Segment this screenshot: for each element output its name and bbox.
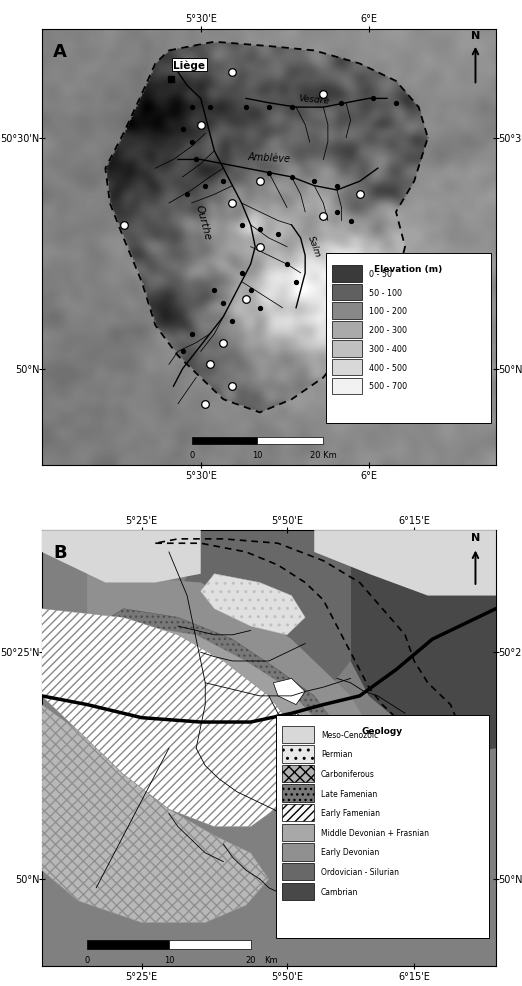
Text: Amblève: Amblève xyxy=(247,152,291,165)
Text: 6°15'E: 6°15'E xyxy=(398,516,430,526)
Bar xyxy=(282,765,314,783)
Text: 5°50'E: 5°50'E xyxy=(271,971,303,981)
Text: Late Famenian: Late Famenian xyxy=(321,789,377,798)
Text: 20: 20 xyxy=(245,955,256,964)
Bar xyxy=(333,265,362,282)
Text: 5°25'E: 5°25'E xyxy=(126,516,158,526)
Bar xyxy=(333,284,362,301)
FancyBboxPatch shape xyxy=(326,254,491,424)
Text: 0 - 50: 0 - 50 xyxy=(369,269,392,278)
Text: 50°25'N: 50°25'N xyxy=(498,648,522,658)
Text: 500 - 700: 500 - 700 xyxy=(369,382,407,390)
Polygon shape xyxy=(96,609,351,801)
Polygon shape xyxy=(87,574,369,813)
Text: Permian: Permian xyxy=(321,749,352,758)
Text: 0: 0 xyxy=(85,955,90,964)
Text: 50°N: 50°N xyxy=(498,875,522,884)
Text: 6°E: 6°E xyxy=(360,470,377,480)
Text: 5°30'E: 5°30'E xyxy=(185,470,217,480)
Text: 50°N: 50°N xyxy=(15,875,40,884)
Text: 10: 10 xyxy=(164,955,174,964)
Text: Early Famenian: Early Famenian xyxy=(321,809,380,817)
Text: 20 Km: 20 Km xyxy=(310,451,337,459)
Bar xyxy=(282,824,314,841)
Bar xyxy=(333,378,362,394)
Text: B: B xyxy=(53,543,67,562)
Text: 200 - 300: 200 - 300 xyxy=(369,325,407,334)
Text: Ourthe: Ourthe xyxy=(194,203,212,241)
Bar xyxy=(333,303,362,319)
Polygon shape xyxy=(287,714,310,736)
Bar xyxy=(87,940,169,949)
Polygon shape xyxy=(42,609,305,827)
Text: 50°N: 50°N xyxy=(498,365,522,375)
Text: 50 - 100: 50 - 100 xyxy=(369,288,402,297)
Text: Early Devonian: Early Devonian xyxy=(321,848,379,857)
Polygon shape xyxy=(351,530,496,757)
Bar xyxy=(333,321,362,338)
Text: Meso-Cenozoic: Meso-Cenozoic xyxy=(321,730,378,739)
Text: 50°25'N: 50°25'N xyxy=(0,648,40,658)
Bar xyxy=(282,785,314,802)
Text: 0: 0 xyxy=(189,451,194,459)
Text: 400 - 500: 400 - 500 xyxy=(369,363,407,372)
Text: 300 - 400: 300 - 400 xyxy=(369,344,407,353)
Text: 5°25'E: 5°25'E xyxy=(126,971,158,981)
Text: Km: Km xyxy=(264,955,278,964)
Bar xyxy=(282,726,314,743)
Text: N: N xyxy=(471,532,480,543)
FancyBboxPatch shape xyxy=(276,716,489,938)
Polygon shape xyxy=(105,626,341,813)
Polygon shape xyxy=(42,530,200,583)
Text: Elevation (m): Elevation (m) xyxy=(374,265,443,274)
Text: Middle Devonian + Frasnian: Middle Devonian + Frasnian xyxy=(321,828,429,837)
Text: 50°N: 50°N xyxy=(15,365,40,375)
Polygon shape xyxy=(274,678,305,705)
Text: 5°30'E: 5°30'E xyxy=(185,15,217,25)
Text: 6°15'E: 6°15'E xyxy=(398,971,430,981)
Text: 50°30'N: 50°30'N xyxy=(498,133,522,144)
Text: A: A xyxy=(53,42,67,60)
Polygon shape xyxy=(314,530,496,596)
Text: Geology: Geology xyxy=(362,726,403,735)
Text: 100 - 200: 100 - 200 xyxy=(369,307,407,316)
Bar xyxy=(333,359,362,376)
Polygon shape xyxy=(42,705,269,923)
Text: 10: 10 xyxy=(252,451,263,459)
Bar xyxy=(169,940,251,949)
Text: N: N xyxy=(471,31,480,40)
Bar xyxy=(257,438,323,445)
Bar xyxy=(282,882,314,900)
Bar xyxy=(333,340,362,357)
Text: 6°E: 6°E xyxy=(360,15,377,25)
Text: Cambrian: Cambrian xyxy=(321,886,359,896)
Polygon shape xyxy=(200,574,305,635)
Text: Salm: Salm xyxy=(306,234,322,258)
Text: 50°30'N: 50°30'N xyxy=(0,133,40,144)
Bar xyxy=(282,863,314,880)
Bar xyxy=(282,843,314,861)
Bar xyxy=(192,438,257,445)
Text: Ordovician - Silurian: Ordovician - Silurian xyxy=(321,868,399,877)
Text: Carboniferous: Carboniferous xyxy=(321,769,375,778)
Text: Vesdre: Vesdre xyxy=(299,94,330,106)
Text: Liège: Liège xyxy=(173,60,206,71)
Text: 5°50'E: 5°50'E xyxy=(271,516,303,526)
Bar xyxy=(282,745,314,763)
Polygon shape xyxy=(169,530,351,740)
Bar xyxy=(282,805,314,821)
